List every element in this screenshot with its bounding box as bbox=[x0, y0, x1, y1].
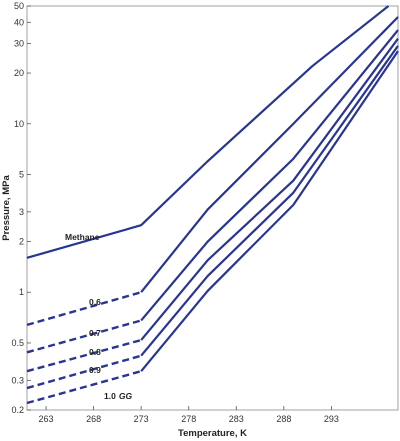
series-methane bbox=[26, 5, 390, 259]
x-tick-label: 268 bbox=[86, 414, 101, 424]
series-line-dashed bbox=[26, 370, 142, 405]
x-tick-label: 278 bbox=[181, 414, 196, 424]
series-label: 0.8 bbox=[89, 347, 101, 357]
axes: 263 268 273 278 283 288 293 0.2 0.3 0.5 1 2 3 5 10 20 30… bbox=[11, 1, 399, 424]
series-line-dashed bbox=[26, 338, 142, 373]
series-line bbox=[26, 5, 390, 259]
series-line bbox=[140, 50, 399, 372]
y-axis-title: Pressure, MPa bbox=[1, 175, 12, 241]
y-tick-label: 3 bbox=[19, 207, 24, 217]
y-tick-label: 2 bbox=[19, 237, 24, 247]
y-tick-label: 20 bbox=[14, 68, 24, 78]
y-tick-label: 0.5 bbox=[11, 338, 24, 348]
series-layer bbox=[26, 5, 399, 405]
series-line bbox=[140, 29, 399, 322]
plot-frame bbox=[26, 5, 399, 411]
x-tick-label: 273 bbox=[134, 414, 149, 424]
x-tick-label: 288 bbox=[276, 414, 291, 424]
series-line bbox=[140, 38, 399, 341]
series-labels: Methane 0.6 0.7 0.8 0.9 1.0 GG bbox=[65, 232, 132, 401]
series-label: 1.0 GG bbox=[104, 391, 132, 401]
series-label: Methane bbox=[65, 232, 100, 242]
series-0-9 bbox=[26, 45, 399, 390]
x-tick-label: 283 bbox=[229, 414, 244, 424]
y-tick-label: 1 bbox=[19, 287, 24, 297]
y-tick-label: 0.2 bbox=[11, 405, 24, 415]
series-label-suffix: GG bbox=[119, 391, 133, 401]
y-tick-label: 40 bbox=[14, 17, 24, 27]
series-label: 0.7 bbox=[89, 328, 101, 338]
x-tick-label: 293 bbox=[324, 414, 339, 424]
series-line bbox=[140, 16, 399, 293]
x-axis-title: Temperature, K bbox=[178, 428, 247, 439]
series-line bbox=[140, 45, 399, 357]
series-label: 0.6 bbox=[89, 297, 101, 307]
series-label: 0.9 bbox=[89, 365, 101, 375]
series-line-dashed bbox=[26, 354, 142, 390]
y-tick-label: 10 bbox=[14, 119, 24, 129]
series-line-dashed bbox=[26, 319, 142, 354]
series-0-8 bbox=[26, 38, 399, 373]
series-1-0 bbox=[26, 50, 399, 405]
y-tick-label: 5 bbox=[19, 169, 24, 179]
x-tick-label: 263 bbox=[39, 414, 54, 424]
y-tick-label: 0.3 bbox=[11, 375, 24, 385]
series-0-6 bbox=[26, 16, 399, 327]
y-tick-label: 30 bbox=[14, 38, 24, 48]
series-0-7 bbox=[26, 29, 399, 354]
series-line-dashed bbox=[26, 291, 142, 327]
y-tick-label: 50 bbox=[14, 1, 24, 11]
